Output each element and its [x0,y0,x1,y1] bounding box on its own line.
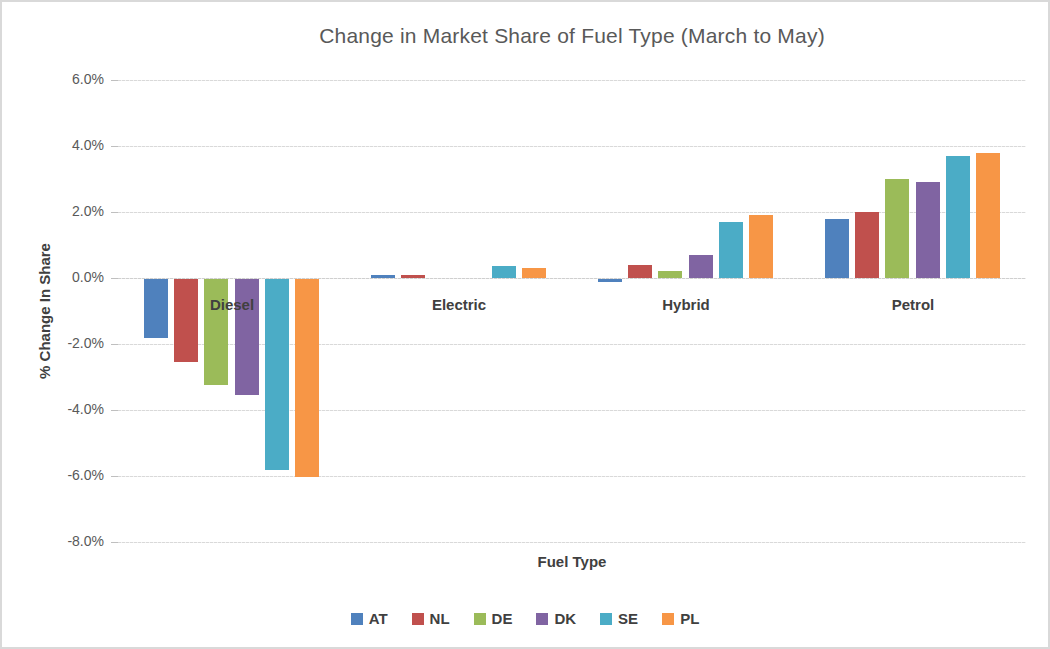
legend: AT NL DE DK SE PL [2,610,1048,627]
legend-label-pl: PL [680,610,699,627]
legend-label-se: SE [618,610,638,627]
y-tick-label: -2.0% [2,335,104,351]
legend-item-pl: PL [662,610,699,627]
y-axis-tick [111,476,118,477]
y-axis-title: % Change In Share [36,243,53,379]
legend-item-dk: DK [536,610,576,627]
y-axis-tick [111,146,118,147]
category-label-petrol: Petrol [892,296,935,313]
bar-nl-petrol [855,212,879,278]
gridline [118,410,1026,411]
y-tick-label: 0.0% [2,269,104,285]
y-axis-tick [111,410,118,411]
bar-se-hybrid [719,222,743,278]
legend-label-de: DE [492,610,513,627]
legend-swatch-de [474,613,486,625]
bar-at-diesel [144,279,168,338]
y-tick-label: -6.0% [2,467,104,483]
bar-pl-electric [522,268,546,278]
y-axis-tick [111,344,118,345]
y-tick-label: 4.0% [2,137,104,153]
legend-item-nl: NL [412,610,450,627]
y-tick-label: 2.0% [2,203,104,219]
legend-label-nl: NL [430,610,450,627]
bar-pl-hybrid [749,215,773,278]
bar-at-petrol [825,219,849,278]
chart-title: Change in Market Share of Fuel Type (Mar… [118,24,1026,48]
bar-chart: Change in Market Share of Fuel Type (Mar… [0,0,1050,649]
legend-item-se: SE [600,610,638,627]
legend-swatch-dk [536,613,548,625]
x-axis-title: Fuel Type [118,553,1026,570]
legend-label-dk: DK [554,610,576,627]
category-label-hybrid: Hybrid [662,296,710,313]
bar-pl-diesel [295,279,319,477]
bar-de-diesel [204,279,228,385]
legend-item-at: AT [351,610,388,627]
legend-label-at: AT [369,610,388,627]
gridline [118,542,1026,543]
bar-at-electric [371,275,395,278]
y-axis-tick [111,278,118,279]
legend-item-de: DE [474,610,513,627]
category-label-electric: Electric [432,296,486,313]
bar-de-hybrid [658,271,682,278]
bar-nl-diesel [174,279,198,362]
bar-se-diesel [265,279,289,470]
y-axis-tick [111,212,118,213]
y-axis-tick [111,542,118,543]
legend-swatch-at [351,613,363,625]
bar-at-hybrid [598,279,622,282]
gridline [118,476,1026,477]
bar-se-electric [492,266,516,278]
bar-nl-hybrid [628,265,652,278]
y-tick-label: -8.0% [2,533,104,549]
y-tick-label: 6.0% [2,71,104,87]
y-tick-label: -4.0% [2,401,104,417]
bar-dk-hybrid [689,255,713,278]
legend-swatch-nl [412,613,424,625]
y-axis-tick [111,80,118,81]
bar-pl-petrol [976,153,1000,278]
gridline [118,80,1026,81]
bar-dk-petrol [916,182,940,278]
bar-se-petrol [946,156,970,278]
category-label-diesel: Diesel [210,296,254,313]
legend-swatch-pl [662,613,674,625]
gridline [118,146,1026,147]
legend-swatch-se [600,613,612,625]
bar-nl-electric [401,275,425,278]
bar-de-petrol [885,179,909,278]
